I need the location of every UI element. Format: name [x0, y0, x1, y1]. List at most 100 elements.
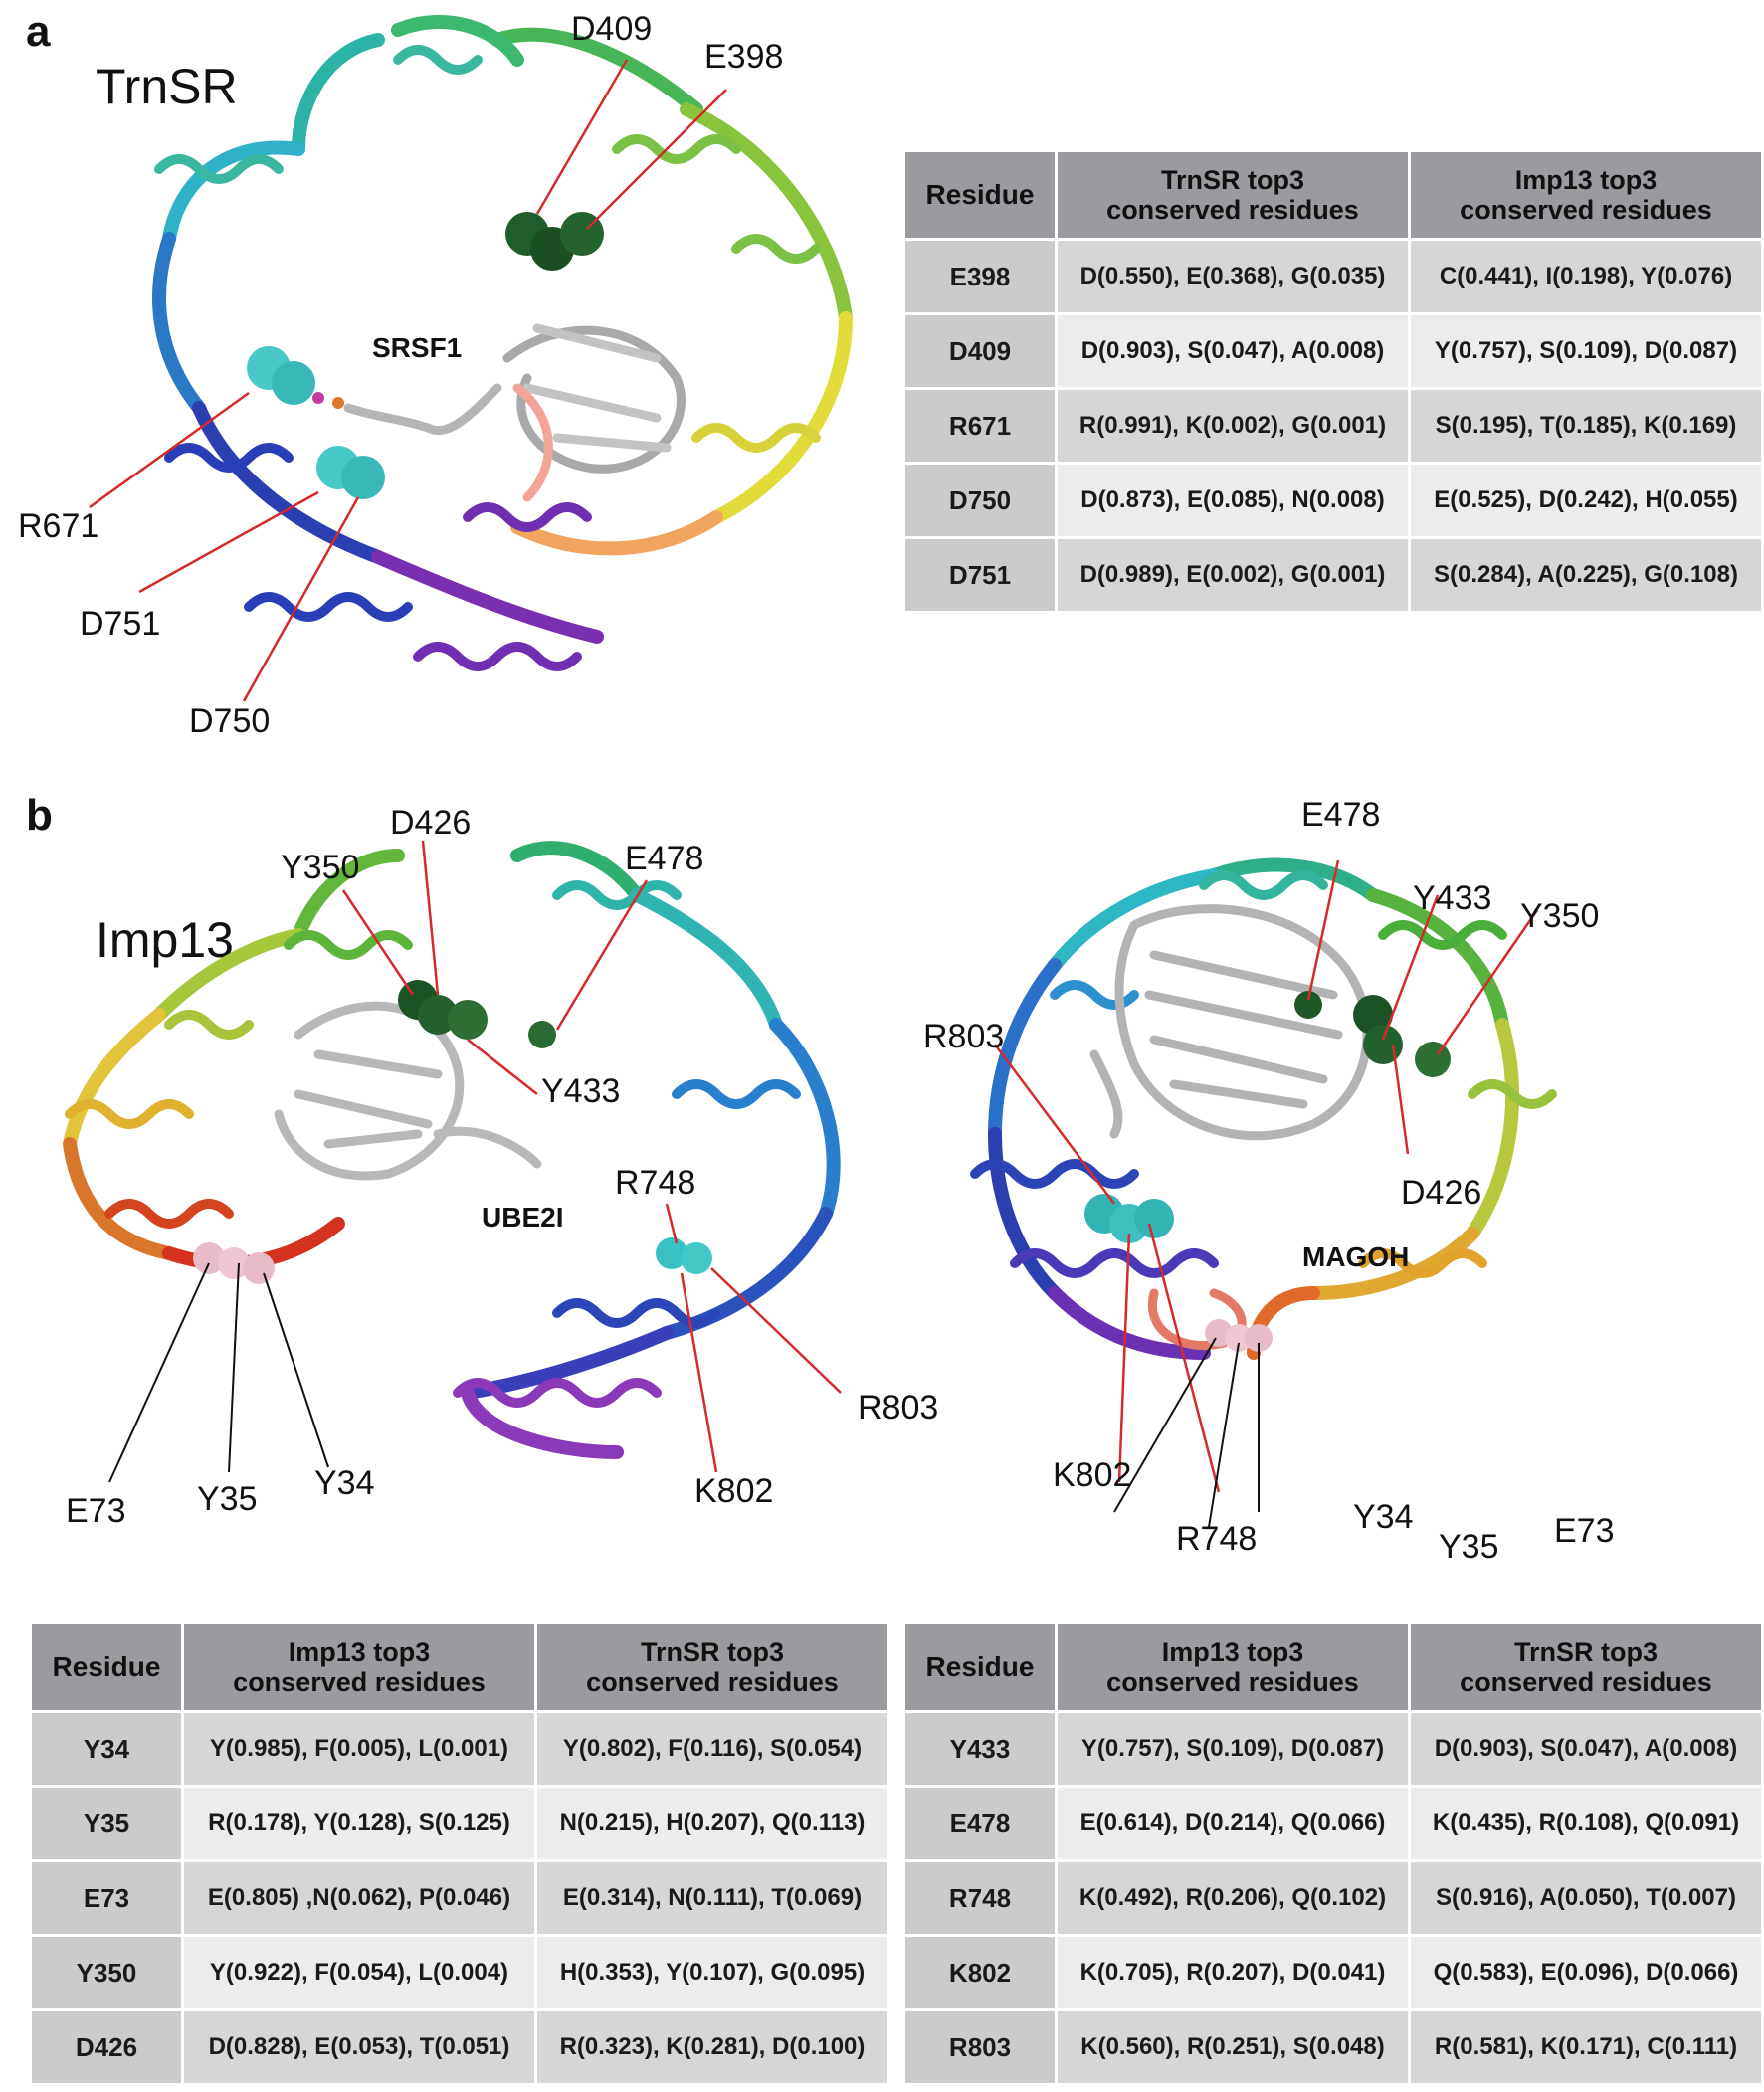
- srsf1-label: SRSF1: [372, 332, 463, 363]
- label-e73-right: E73: [1554, 1512, 1615, 1550]
- header-trnsr: TrnSR top3 conserved residues: [1058, 152, 1408, 238]
- label-y433-right: Y433: [1413, 879, 1492, 917]
- cell-imp13: K(0.492), R(0.206), Q(0.102): [1058, 1862, 1408, 1934]
- label-e478-right: E478: [1301, 796, 1381, 834]
- table-row: R803 K(0.560), R(0.251), S(0.048) R(0.58…: [905, 2011, 1761, 2083]
- cell-imp13: Y(0.922), F(0.054), L(0.004): [184, 1937, 534, 2008]
- imp13-magoh-structure-illustration: [970, 857, 1557, 1528]
- label-e398: E398: [704, 38, 784, 76]
- cell-trnsr: N(0.215), H(0.207), Q(0.113): [537, 1788, 887, 1859]
- cell-trnsr: S(0.916), A(0.050), T(0.007): [1411, 1862, 1761, 1934]
- table-row: D426 D(0.828), E(0.053), T(0.051) R(0.32…: [32, 2011, 887, 2083]
- cell-residue: K802: [905, 1937, 1055, 2008]
- label-d426-left: D426: [390, 804, 472, 842]
- cell-residue: R671: [905, 390, 1055, 462]
- table-row: Y34 Y(0.985), F(0.005), L(0.001) Y(0.802…: [32, 1713, 887, 1785]
- cell-imp13: S(0.284), A(0.225), G(0.108): [1411, 539, 1761, 611]
- header-residue: Residue: [905, 152, 1055, 238]
- cell-imp13: K(0.560), R(0.251), S(0.048): [1058, 2011, 1408, 2083]
- table-row: R671 R(0.991), K(0.002), G(0.001) S(0.19…: [905, 390, 1761, 462]
- header-trnsr: TrnSR top3 conserved residues: [1411, 1624, 1761, 1710]
- cell-imp13: E(0.805) ,N(0.062), P(0.046): [184, 1862, 534, 1934]
- table-imp13-conservation-left: Residue Imp13 top3 conserved residues Tr…: [29, 1621, 890, 2086]
- cell-imp13: R(0.178), Y(0.128), S(0.125): [184, 1788, 534, 1859]
- cell-residue: D409: [905, 315, 1055, 387]
- cell-trnsr: D(0.550), E(0.368), G(0.035): [1058, 241, 1408, 312]
- cell-residue: E73: [32, 1862, 181, 1934]
- cell-residue: D750: [905, 465, 1055, 536]
- label-d751: D751: [80, 605, 161, 643]
- cell-trnsr: D(0.989), E(0.002), G(0.001): [1058, 539, 1408, 611]
- table-row: D751 D(0.989), E(0.002), G(0.001) S(0.28…: [905, 539, 1761, 611]
- cell-trnsr: K(0.435), R(0.108), Q(0.091): [1411, 1788, 1761, 1859]
- table-row: D409 D(0.903), S(0.047), A(0.008) Y(0.75…: [905, 315, 1761, 387]
- imp13-ube2i-structure-illustration: [63, 840, 842, 1483]
- table-row: Y433 Y(0.757), S(0.109), D(0.087) D(0.90…: [905, 1713, 1761, 1785]
- label-d750: D750: [189, 702, 271, 740]
- header-trnsr: TrnSR top3 conserved residues: [537, 1624, 887, 1710]
- table-row: Y35 R(0.178), Y(0.128), S(0.125) N(0.215…: [32, 1788, 887, 1859]
- cell-residue: E398: [905, 241, 1055, 312]
- panel-b-letter: b: [26, 791, 53, 840]
- label-d426-right: D426: [1401, 1174, 1482, 1212]
- cell-imp13: S(0.195), T(0.185), K(0.169): [1411, 390, 1761, 462]
- label-k802-left: K802: [694, 1472, 774, 1510]
- label-y35-right: Y35: [1439, 1528, 1499, 1566]
- cell-residue: D751: [905, 539, 1055, 611]
- header-imp13: Imp13 top3 conserved residues: [184, 1624, 534, 1710]
- table-row: E478 E(0.614), D(0.214), Q(0.066) K(0.43…: [905, 1788, 1761, 1859]
- label-e478-left: E478: [625, 840, 704, 877]
- table-row: D750 D(0.873), E(0.085), N(0.008) E(0.52…: [905, 465, 1761, 536]
- cell-trnsr: D(0.873), E(0.085), N(0.008): [1058, 465, 1408, 536]
- label-y35-left: Y35: [197, 1480, 258, 1518]
- cell-residue: Y34: [32, 1713, 181, 1785]
- cell-residue: R803: [905, 2011, 1055, 2083]
- cell-trnsr: R(0.323), K(0.281), D(0.100): [537, 2011, 887, 2083]
- header-imp13: Imp13 top3 conserved residues: [1411, 152, 1761, 238]
- cell-residue: Y35: [32, 1788, 181, 1859]
- cell-imp13: E(0.614), D(0.214), Q(0.066): [1058, 1788, 1408, 1859]
- cell-trnsr: D(0.903), S(0.047), A(0.008): [1058, 315, 1408, 387]
- label-y34-right: Y34: [1353, 1498, 1414, 1536]
- table-row: R748 K(0.492), R(0.206), Q(0.102) S(0.91…: [905, 1862, 1761, 1934]
- cell-residue: Y433: [905, 1713, 1055, 1785]
- cell-imp13: Y(0.757), S(0.109), D(0.087): [1411, 315, 1761, 387]
- label-r803-left: R803: [858, 1389, 939, 1426]
- table-row: Y350 Y(0.922), F(0.054), L(0.004) H(0.35…: [32, 1937, 887, 2008]
- cell-imp13: D(0.828), E(0.053), T(0.051): [184, 2011, 534, 2083]
- header-residue: Residue: [32, 1624, 181, 1710]
- cell-imp13: Y(0.757), S(0.109), D(0.087): [1058, 1713, 1408, 1785]
- cell-trnsr: Q(0.583), E(0.096), D(0.066): [1411, 1937, 1761, 2008]
- imp13-title: Imp13: [96, 912, 234, 968]
- magoh-label: MAGOH: [1302, 1241, 1410, 1272]
- cell-imp13: K(0.705), R(0.207), D(0.041): [1058, 1937, 1408, 2008]
- cell-residue: E478: [905, 1788, 1055, 1859]
- table-row: E398 D(0.550), E(0.368), G(0.035) C(0.44…: [905, 241, 1761, 312]
- table-trnsr-conservation: Residue TrnSR top3 conserved residues Im…: [902, 149, 1764, 614]
- table-imp13-conservation-right: Residue Imp13 top3 conserved residues Tr…: [902, 1621, 1764, 2086]
- cell-trnsr: R(0.991), K(0.002), G(0.001): [1058, 390, 1408, 462]
- cell-trnsr: E(0.314), N(0.111), T(0.069): [537, 1862, 887, 1934]
- label-y350-right: Y350: [1520, 897, 1600, 935]
- ube2i-label: UBE2I: [482, 1202, 564, 1233]
- label-y350-left: Y350: [281, 849, 360, 886]
- cell-imp13: E(0.525), D(0.242), H(0.055): [1411, 465, 1761, 536]
- table-row: E73 E(0.805) ,N(0.062), P(0.046) E(0.314…: [32, 1862, 887, 1934]
- table-row: K802 K(0.705), R(0.207), D(0.041) Q(0.58…: [905, 1937, 1761, 2008]
- cell-residue: R748: [905, 1862, 1055, 1934]
- cell-residue: Y350: [32, 1937, 181, 2008]
- label-y433-left: Y433: [541, 1072, 621, 1110]
- cell-imp13: Y(0.985), F(0.005), L(0.001): [184, 1713, 534, 1785]
- label-r748-right: R748: [1176, 1520, 1258, 1558]
- label-k802-right: K802: [1053, 1456, 1132, 1494]
- header-residue: Residue: [905, 1624, 1055, 1710]
- label-e73-left: E73: [66, 1492, 126, 1530]
- label-r748-left: R748: [615, 1164, 696, 1202]
- label-y34-left: Y34: [314, 1464, 375, 1502]
- label-r803-right: R803: [923, 1018, 1005, 1055]
- trnsr-structure-illustration: [89, 15, 853, 702]
- label-r671: R671: [18, 507, 99, 545]
- cell-trnsr: Y(0.802), F(0.116), S(0.054): [537, 1713, 887, 1785]
- cell-trnsr: R(0.581), K(0.171), C(0.111): [1411, 2011, 1761, 2083]
- cell-residue: D426: [32, 2011, 181, 2083]
